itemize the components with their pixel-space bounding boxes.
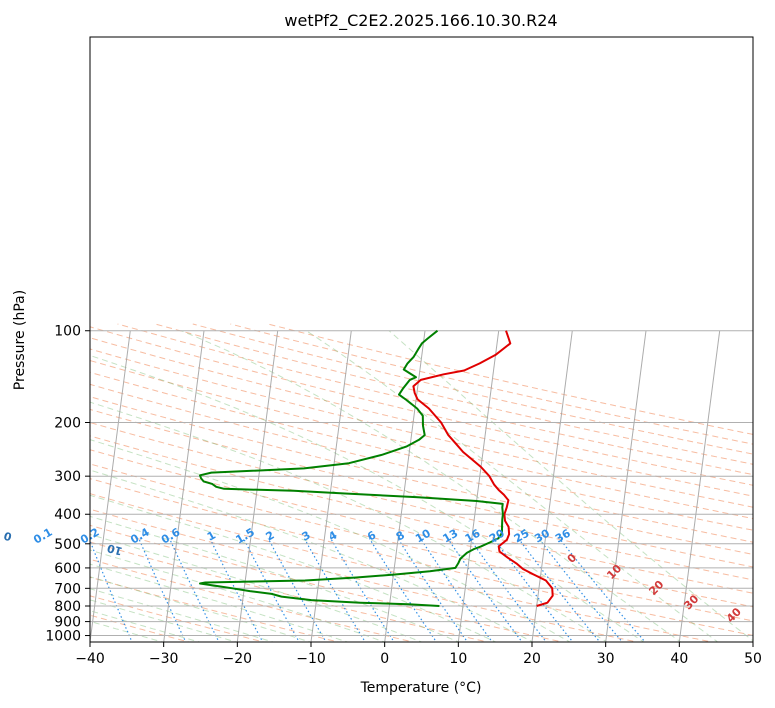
mixing-ratio-label: 6: [365, 528, 378, 543]
moist-adiabat-label: 10: [604, 562, 624, 582]
y-tick-label: 1000: [45, 629, 81, 645]
mixing-ratio-label: 0.1: [31, 526, 54, 547]
mixing-ratio-line: [538, 538, 624, 642]
dry-adiabat: [90, 408, 753, 568]
background-lines: [90, 323, 753, 642]
dry-adiabat: [90, 383, 753, 543]
isotherm-line: [163, 330, 205, 642]
dry-adiabat: [90, 435, 753, 594]
mixing-ratio-label: 8: [394, 529, 407, 544]
moist-adiabat: [90, 515, 460, 642]
dry-adiabat: [90, 371, 753, 531]
x-tick-label: 40: [670, 651, 688, 667]
x-axis-ticks: −40 −30 −20 −10 0 10 20 30 40 50: [75, 642, 762, 667]
dry-adiabat: [90, 360, 753, 520]
mixing-ratio-line: [493, 538, 574, 642]
isotherm-line: [531, 330, 573, 642]
mixing-ratio-line: [469, 538, 548, 642]
y-axis-title: Pressure (hPa): [12, 290, 28, 390]
mixing-ratio-line: [368, 538, 438, 642]
isotherm-line: [457, 330, 500, 642]
isotherm-line: [236, 330, 279, 642]
x-tick-label: −30: [149, 651, 179, 667]
isotherm-line: [605, 330, 647, 642]
plot-frame: [89, 36, 754, 643]
x-tick-label: −40: [75, 651, 105, 667]
profile-lines: [199, 329, 554, 607]
mixing-ratio-label: 2: [263, 529, 276, 544]
isotherm-line: [752, 638, 753, 642]
x-tick-label: 10: [449, 651, 467, 667]
isotherm-line: [678, 330, 721, 642]
x-tick-label: 0: [380, 651, 389, 667]
x-tick-label: −10: [296, 651, 326, 667]
mixing-ratio-line: [517, 538, 601, 642]
x-tick-label: 30: [597, 651, 615, 667]
moist-adiabat: [90, 563, 349, 642]
chart-title: wetPf2_C2E2.2025.166.10.30.R24: [284, 11, 557, 31]
mixing-ratio-label: 3: [300, 529, 313, 544]
mixing-ratio-label: 1: [205, 529, 218, 544]
moist-adiabat: [306, 330, 719, 642]
y-tick-label: 300: [54, 469, 81, 485]
moist-adiabat-label: 30: [681, 592, 701, 612]
dry-adiabat: [90, 449, 753, 608]
mixing-ratio-line: [267, 538, 327, 642]
temperature-profile: [412, 330, 554, 607]
mixing-ratio-line: [419, 538, 494, 642]
moist-adiabat: [90, 576, 312, 642]
mixing-ratio-label: 10: [413, 526, 433, 545]
isotherm-line: [90, 330, 131, 642]
x-tick-label: 50: [744, 651, 762, 667]
y-tick-label: 500: [54, 537, 81, 553]
dry-adiabat: [117, 323, 753, 476]
dry-adiabat: [90, 524, 565, 642]
moist-adiabat-label: 20: [646, 578, 666, 598]
y-tick-label: 100: [54, 324, 81, 340]
moist-adiabat-label: 40: [724, 605, 744, 625]
mixing-ratio-line: [242, 538, 300, 642]
y-tick-label: 700: [54, 581, 81, 597]
y-tick-label: 800: [54, 599, 81, 615]
mixing-ratio-label: 30: [532, 526, 552, 545]
x-tick-label: 20: [523, 651, 541, 667]
dry-adiabat: [90, 421, 753, 581]
dry-adiabat: [90, 493, 715, 642]
isotherm-line: [310, 330, 352, 642]
dewpoint-profile: [199, 329, 504, 607]
moist-adiabat: [90, 549, 386, 642]
mixing-ratio-label: 16: [463, 526, 483, 545]
mixing-ratio-line: [138, 538, 187, 642]
mixing-ratio-label: 36: [553, 526, 573, 545]
mixing-ratio-line: [447, 538, 523, 642]
mixing-ratio-line: [303, 538, 367, 642]
dry-adiabat: [90, 337, 753, 497]
dry-adiabat-label: 10: [105, 541, 124, 558]
y-tick-label: 900: [54, 615, 81, 631]
moist-adiabat-label: 0: [565, 551, 580, 566]
dry-adiabat: [90, 396, 753, 555]
dry-adiabat-label: 0: [2, 529, 13, 544]
y-tick-label: 200: [54, 415, 81, 431]
moist-adiabat: [388, 330, 753, 642]
dry-adiabat: [90, 463, 753, 622]
grid-lines: [90, 330, 753, 642]
mixing-ratio-line: [558, 538, 646, 642]
moist-adiabat: [90, 354, 645, 642]
y-tick-label: 400: [54, 507, 81, 523]
moist-adiabat: [181, 330, 682, 642]
x-axis-title: Temperature (°C): [360, 680, 482, 696]
dry-adiabat: [267, 323, 753, 435]
x-tick-label: −20: [223, 651, 253, 667]
dry-adiabat: [90, 348, 753, 508]
y-tick-label: 600: [54, 561, 81, 577]
dry-adiabat: [90, 478, 753, 636]
